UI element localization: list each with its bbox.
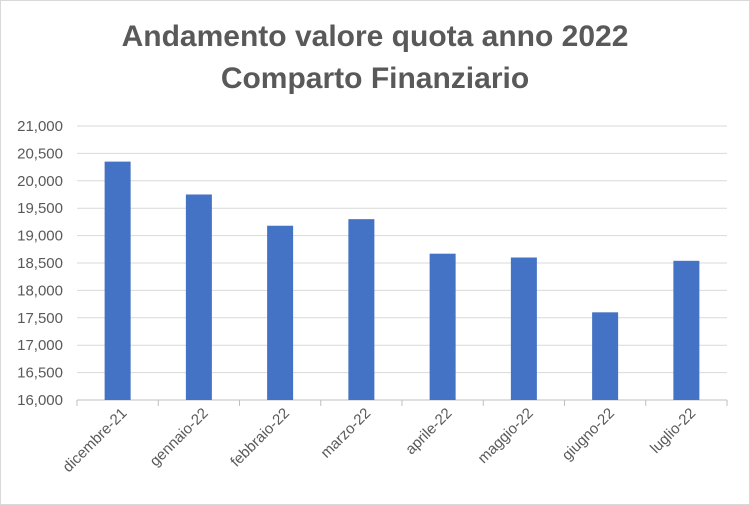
y-tick-label: 16,000 [17, 392, 63, 409]
y-tick-label: 18,000 [17, 282, 63, 299]
bar [185, 194, 212, 400]
x-tick-label: luglio-22 [647, 405, 699, 457]
bar [673, 260, 700, 400]
chart-title-line-1: Andamento valore quota anno 2022 [121, 20, 629, 53]
x-tick-label: aprile-22 [402, 405, 455, 458]
chart-title: Andamento valore quota anno 2022 Compart… [0, 16, 750, 100]
x-tick-label: giugno-22 [559, 405, 618, 464]
bar [348, 219, 375, 400]
bar [592, 312, 619, 400]
y-tick-label: 20,000 [17, 173, 63, 190]
bar [104, 161, 131, 400]
bar [429, 253, 456, 400]
y-tick-label: 20,500 [17, 145, 63, 162]
x-tick-label: maggio-22 [475, 405, 537, 467]
bar [267, 225, 294, 400]
x-tick-label: marzo-22 [317, 405, 374, 462]
y-tick-label: 18,500 [17, 255, 63, 272]
x-tick-label: dicembre-21 [59, 405, 130, 476]
y-tick-label: 17,000 [17, 337, 63, 354]
bar [510, 257, 537, 400]
x-tick-label: febbraio-22 [227, 405, 293, 471]
chart-title-line-2: Comparto Finanziario [220, 62, 530, 95]
y-tick-label: 19,500 [17, 200, 63, 217]
y-tick-label: 16,500 [17, 365, 63, 382]
y-tick-label: 21,000 [17, 118, 63, 135]
x-tick-label: gennaio-22 [147, 405, 212, 470]
y-tick-label: 19,000 [17, 228, 63, 245]
y-tick-label: 17,500 [17, 310, 63, 327]
